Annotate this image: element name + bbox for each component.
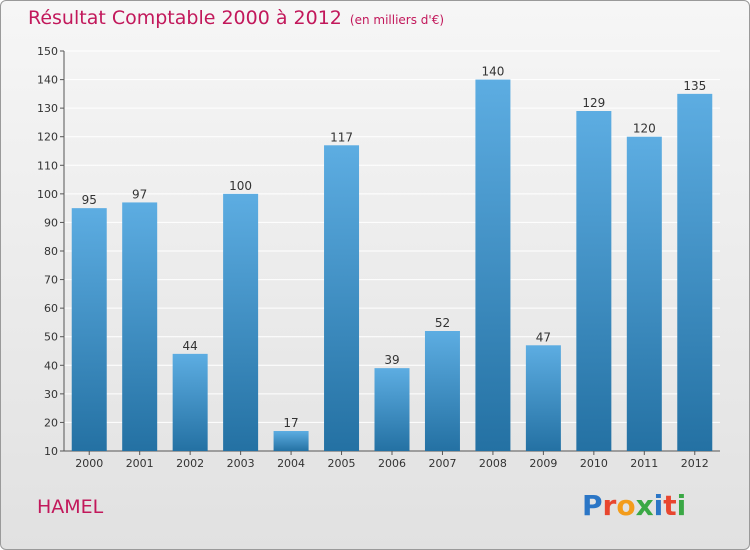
value-label-2010: 129 bbox=[582, 96, 605, 110]
x-tick-label-2004: 2004 bbox=[277, 457, 305, 470]
logo-letter: i bbox=[653, 489, 664, 522]
y-tick-label: 20 bbox=[44, 416, 58, 429]
value-label-2005: 117 bbox=[330, 130, 353, 144]
y-tick-label: 60 bbox=[44, 302, 58, 315]
value-label-2012: 135 bbox=[683, 79, 706, 93]
value-label-2006: 39 bbox=[384, 353, 399, 367]
x-tick-label-2001: 2001 bbox=[126, 457, 154, 470]
chart-title: Résultat Comptable 2000 à 2012 (en millie… bbox=[28, 7, 444, 29]
bar-2008 bbox=[475, 79, 511, 452]
x-tick-label-2009: 2009 bbox=[529, 457, 557, 470]
bar-2010 bbox=[576, 111, 612, 451]
value-label-2009: 47 bbox=[536, 330, 551, 344]
x-tick-label-2008: 2008 bbox=[479, 457, 507, 470]
y-tick-label: 50 bbox=[44, 331, 58, 344]
y-tick-label: 30 bbox=[44, 388, 58, 401]
value-label-2002: 44 bbox=[183, 339, 198, 353]
bar-2004 bbox=[273, 431, 309, 451]
bar-2001 bbox=[122, 202, 158, 451]
bar-2002 bbox=[172, 353, 208, 451]
x-tick-label-2002: 2002 bbox=[176, 457, 204, 470]
x-tick-label-2000: 2000 bbox=[75, 457, 103, 470]
x-tick-label-2012: 2012 bbox=[681, 457, 709, 470]
bar-2009 bbox=[525, 345, 561, 451]
y-tick-label: 90 bbox=[44, 216, 58, 229]
value-label-2000: 95 bbox=[82, 193, 97, 207]
x-tick-label-2006: 2006 bbox=[378, 457, 406, 470]
y-tick-label: 70 bbox=[44, 274, 58, 287]
x-tick-label-2011: 2011 bbox=[630, 457, 658, 470]
y-tick-label: 40 bbox=[44, 359, 58, 372]
bar-2006 bbox=[374, 368, 410, 451]
y-tick-label: 120 bbox=[37, 131, 58, 144]
x-tick-label-2010: 2010 bbox=[580, 457, 608, 470]
chart-title-text: Résultat Comptable 2000 à 2012 bbox=[28, 7, 342, 29]
y-tick-label: 100 bbox=[37, 188, 58, 201]
x-tick-label-2005: 2005 bbox=[328, 457, 356, 470]
bar-2012 bbox=[677, 93, 713, 451]
bar-2011 bbox=[626, 136, 662, 451]
value-label-2001: 97 bbox=[132, 187, 147, 201]
y-tick-label: 130 bbox=[37, 102, 58, 115]
x-tick-label-2003: 2003 bbox=[227, 457, 255, 470]
value-label-2003: 100 bbox=[229, 179, 252, 193]
y-tick-label: 80 bbox=[44, 245, 58, 258]
logo-letter: i bbox=[676, 489, 687, 522]
proxiti-logo[interactable]: Proxiti bbox=[582, 489, 686, 522]
y-tick-label: 150 bbox=[37, 45, 58, 58]
value-label-2004: 17 bbox=[283, 416, 298, 430]
y-tick-label: 110 bbox=[37, 159, 58, 172]
logo-letter: o bbox=[616, 489, 636, 522]
commune-name: HAMEL bbox=[37, 496, 104, 518]
bar-2005 bbox=[324, 145, 360, 452]
bar-2007 bbox=[424, 331, 460, 451]
bar-2003 bbox=[223, 193, 259, 451]
logo-letter: x bbox=[635, 489, 654, 522]
logo-letter: r bbox=[602, 489, 617, 522]
logo-letter: t bbox=[663, 489, 677, 522]
y-tick-label: 10 bbox=[44, 445, 58, 458]
logo-letter: P bbox=[582, 489, 603, 522]
value-label-2008: 140 bbox=[481, 65, 504, 79]
value-label-2007: 52 bbox=[435, 316, 450, 330]
value-label-2011: 120 bbox=[633, 122, 656, 136]
x-tick-label-2007: 2007 bbox=[428, 457, 456, 470]
y-tick-label: 140 bbox=[37, 74, 58, 87]
chart-subtitle: (en milliers d'€) bbox=[349, 13, 445, 27]
bar-2000 bbox=[71, 208, 107, 451]
